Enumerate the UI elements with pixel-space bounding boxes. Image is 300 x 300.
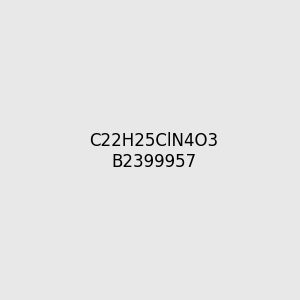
Text: C22H25ClN4O3
B2399957: C22H25ClN4O3 B2399957 <box>89 132 218 171</box>
